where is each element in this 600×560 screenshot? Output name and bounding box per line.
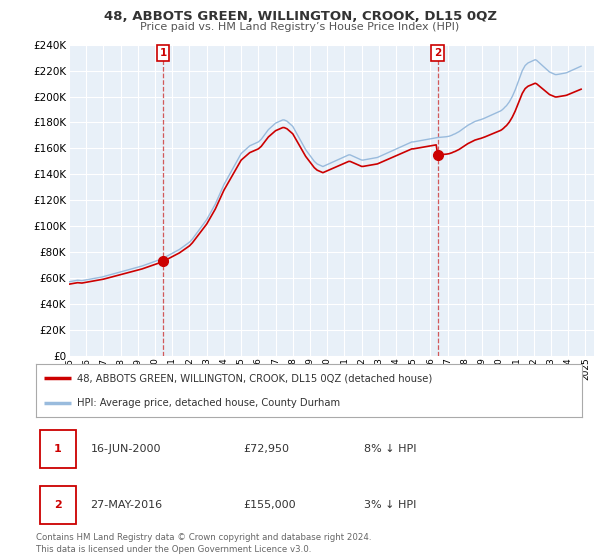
FancyBboxPatch shape bbox=[40, 430, 76, 468]
Text: 2: 2 bbox=[54, 500, 62, 510]
Text: £72,950: £72,950 bbox=[244, 444, 289, 454]
Text: 48, ABBOTS GREEN, WILLINGTON, CROOK, DL15 0QZ (detached house): 48, ABBOTS GREEN, WILLINGTON, CROOK, DL1… bbox=[77, 374, 432, 384]
Text: HPI: Average price, detached house, County Durham: HPI: Average price, detached house, Coun… bbox=[77, 398, 340, 408]
Text: 16-JUN-2000: 16-JUN-2000 bbox=[91, 444, 161, 454]
Text: 2: 2 bbox=[434, 48, 441, 58]
Text: 8% ↓ HPI: 8% ↓ HPI bbox=[364, 444, 416, 454]
Text: Price paid vs. HM Land Registry’s House Price Index (HPI): Price paid vs. HM Land Registry’s House … bbox=[140, 22, 460, 32]
Text: £155,000: £155,000 bbox=[244, 500, 296, 510]
Text: 48, ABBOTS GREEN, WILLINGTON, CROOK, DL15 0QZ: 48, ABBOTS GREEN, WILLINGTON, CROOK, DL1… bbox=[104, 10, 497, 23]
Text: Contains HM Land Registry data © Crown copyright and database right 2024.
This d: Contains HM Land Registry data © Crown c… bbox=[36, 533, 371, 554]
Text: 1: 1 bbox=[160, 48, 167, 58]
FancyBboxPatch shape bbox=[40, 486, 76, 524]
Text: 27-MAY-2016: 27-MAY-2016 bbox=[91, 500, 163, 510]
Text: 3% ↓ HPI: 3% ↓ HPI bbox=[364, 500, 416, 510]
Text: 1: 1 bbox=[54, 444, 62, 454]
